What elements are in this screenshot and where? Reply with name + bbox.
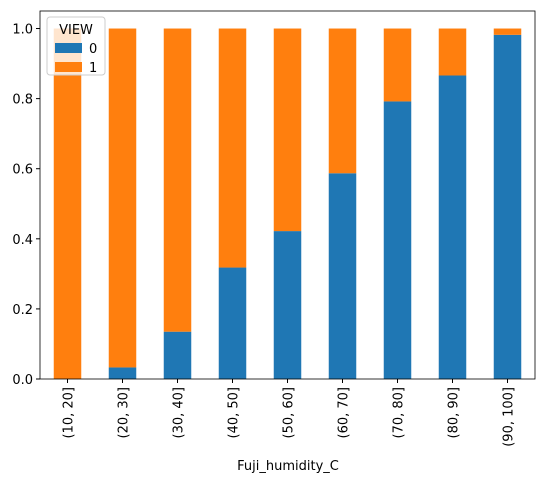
legend-label: 1: [89, 61, 97, 76]
bar-segment: [383, 28, 412, 102]
bar-segment: [163, 331, 192, 379]
plot-frame: [39, 10, 536, 380]
x-tick-label: (60, 70]: [337, 387, 352, 439]
legend-title: VIEW: [59, 23, 93, 38]
bar-segment: [53, 28, 82, 380]
bar-segment: [438, 75, 467, 380]
x-tick-label: (10, 20]: [62, 387, 77, 439]
x-tick-label: (40, 50]: [227, 387, 242, 439]
bar-segment: [218, 267, 247, 379]
bar-segment: [163, 28, 192, 332]
bar-segment: [273, 28, 302, 232]
bar-segment: [108, 28, 137, 368]
bar-segment: [493, 34, 522, 379]
bar-segment: [218, 28, 247, 268]
x-tick-label: (20, 30]: [117, 387, 132, 439]
legend-swatch: [55, 43, 82, 53]
x-tick-label: (70, 80]: [392, 387, 407, 439]
bar-segment: [328, 28, 357, 174]
y-tick-label: 0.2: [12, 303, 33, 318]
y-tick-label: 1.0: [12, 23, 33, 38]
y-tick-label: 0.0: [12, 373, 33, 388]
y-tick-label: 0.8: [12, 93, 33, 108]
y-tick-label: 0.6: [12, 163, 33, 178]
bar-segment: [328, 173, 357, 379]
x-tick-label: (30, 40]: [172, 387, 187, 439]
bar-segment: [108, 367, 137, 379]
bar-segment: [438, 28, 467, 76]
bar-segment: [273, 231, 302, 379]
bar-segment: [383, 101, 412, 380]
x-tick-label: (80, 90]: [447, 387, 462, 439]
x-tick-label: (90, 100]: [502, 387, 517, 447]
legend-label: 0: [89, 42, 97, 57]
legend-swatch: [55, 62, 82, 72]
bar-segment: [493, 28, 522, 35]
x-tick-label: (50, 60]: [282, 387, 297, 439]
x-axis-label: Fuji_humidity_C: [237, 459, 339, 474]
y-tick-label: 0.4: [12, 233, 33, 248]
